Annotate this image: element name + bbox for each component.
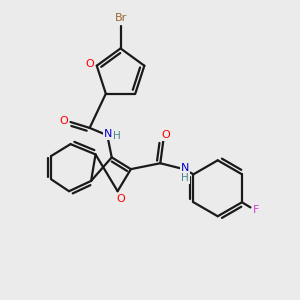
- Text: Br: Br: [114, 13, 127, 23]
- Text: N: N: [181, 163, 189, 173]
- Text: O: O: [85, 59, 94, 69]
- Text: O: O: [60, 116, 68, 126]
- Text: F: F: [253, 206, 259, 215]
- Text: O: O: [116, 194, 125, 204]
- Text: O: O: [162, 130, 171, 140]
- Text: H: H: [182, 173, 189, 183]
- Text: N: N: [104, 129, 113, 139]
- Text: H: H: [113, 131, 121, 141]
